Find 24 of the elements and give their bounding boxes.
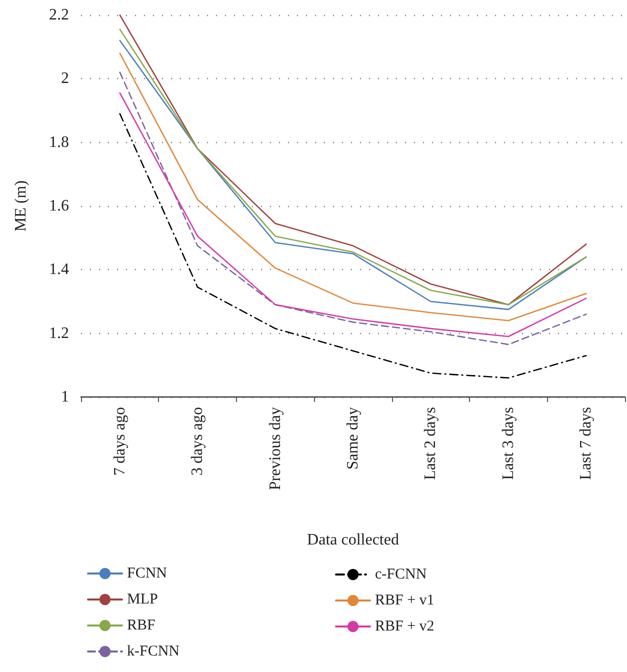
- y-tick-label: 1.2: [49, 324, 69, 342]
- y-tick-label: 1.4: [49, 261, 69, 278]
- y-tick-label: 2: [61, 70, 69, 88]
- x-tick-label: Last 7 days: [578, 407, 595, 480]
- y-tick-label: 1: [61, 388, 69, 406]
- line-series: [119, 113, 587, 379]
- legend-label: c-FCNN: [375, 566, 427, 582]
- x-tick-label: Last 3 days: [500, 407, 517, 480]
- y-axis-title: ME (m): [12, 180, 30, 232]
- legend-label: k-FCNN: [127, 644, 180, 660]
- legend-label: RBF + v1: [375, 592, 434, 608]
- x-axis-title: Data collected: [307, 532, 399, 548]
- legend-label: MLP: [127, 592, 158, 608]
- legend-label: RBF: [127, 618, 156, 634]
- x-tick-label: Last 2 days: [422, 407, 440, 480]
- legend-label: FCNN: [127, 566, 168, 582]
- x-tick-label: 7 days ago: [111, 407, 128, 476]
- x-tick-label: 3 days ago: [189, 407, 206, 476]
- y-tick-label: 1.6: [49, 198, 69, 214]
- y-tick-label: 2.2: [49, 6, 69, 24]
- legend-label: RBF + v2: [375, 618, 434, 634]
- x-tick-label: Same day: [344, 407, 362, 470]
- x-tick-label: Previous day: [266, 407, 284, 490]
- y-tick-label: 1.8: [49, 134, 69, 151]
